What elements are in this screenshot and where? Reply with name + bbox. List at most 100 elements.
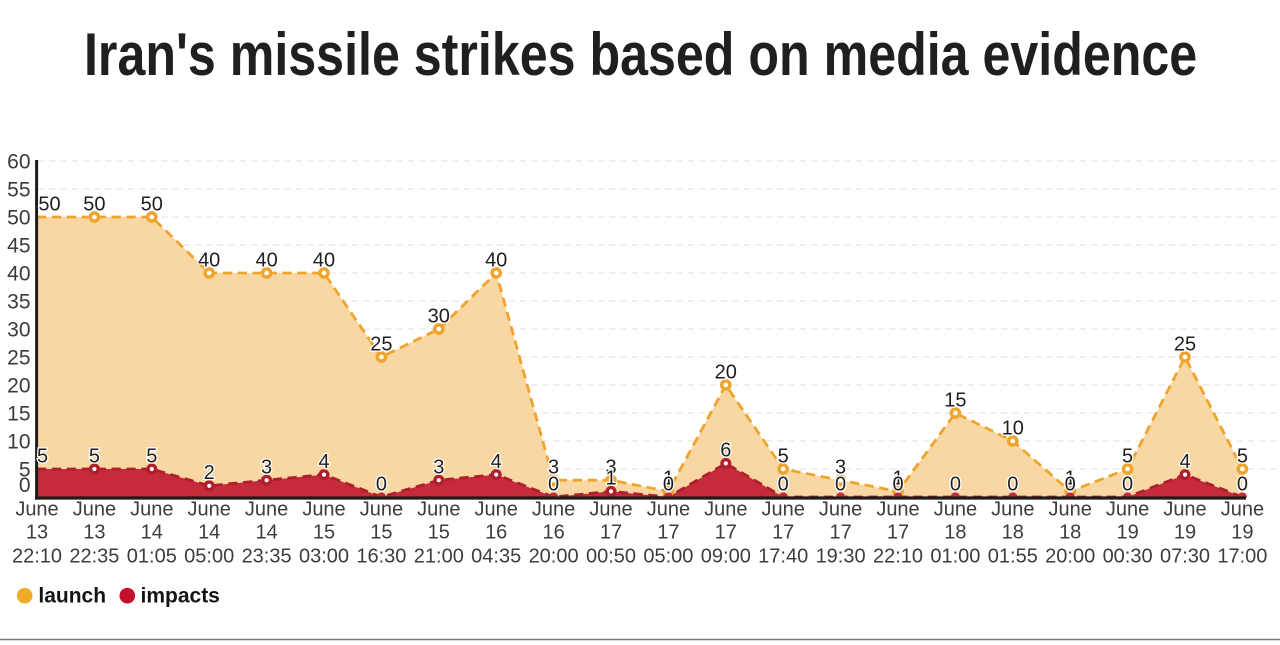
svg-text:June: June: [360, 499, 403, 521]
svg-text:14: 14: [255, 522, 277, 544]
svg-text:1: 1: [663, 468, 674, 490]
svg-text:0: 0: [663, 473, 674, 495]
svg-text:0: 0: [778, 473, 789, 495]
svg-text:25: 25: [370, 333, 392, 355]
svg-text:40: 40: [198, 249, 220, 271]
svg-text:5: 5: [146, 445, 157, 467]
svg-text:2: 2: [204, 462, 215, 484]
svg-text:0: 0: [1122, 473, 1133, 495]
svg-text:05:00: 05:00: [184, 546, 234, 568]
svg-text:50: 50: [83, 193, 105, 215]
svg-text:3: 3: [261, 457, 272, 479]
svg-text:17: 17: [715, 522, 737, 544]
svg-text:June: June: [475, 499, 518, 521]
svg-text:17: 17: [772, 522, 794, 544]
svg-text:0: 0: [950, 473, 961, 495]
svg-text:17: 17: [829, 522, 851, 544]
svg-text:10: 10: [7, 430, 30, 453]
svg-text:5: 5: [19, 458, 31, 481]
svg-text:07:30: 07:30: [1160, 546, 1210, 568]
svg-text:13: 13: [26, 522, 48, 544]
svg-text:13: 13: [83, 522, 105, 544]
svg-text:June: June: [302, 499, 345, 521]
svg-text:25: 25: [7, 346, 30, 369]
svg-text:June: June: [762, 499, 805, 521]
svg-text:00:50: 00:50: [586, 546, 636, 568]
svg-text:19: 19: [1116, 522, 1138, 544]
svg-text:10: 10: [1002, 417, 1024, 439]
svg-text:June: June: [934, 499, 977, 521]
svg-text:June: June: [188, 499, 231, 521]
svg-text:15: 15: [7, 402, 30, 425]
svg-text:00:30: 00:30: [1103, 546, 1153, 568]
svg-text:1: 1: [892, 468, 903, 490]
svg-text:June: June: [704, 499, 747, 521]
svg-text:60: 60: [7, 150, 30, 173]
svg-text:June: June: [1106, 499, 1149, 521]
svg-text:01:05: 01:05: [127, 546, 177, 568]
svg-text:01:55: 01:55: [988, 546, 1038, 568]
svg-text:June: June: [15, 499, 58, 521]
svg-text:June: June: [1163, 499, 1206, 521]
svg-text:16:30: 16:30: [356, 546, 406, 568]
svg-text:17:40: 17:40: [758, 546, 808, 568]
svg-text:4: 4: [491, 451, 502, 473]
svg-text:3: 3: [548, 457, 559, 479]
svg-text:16: 16: [485, 522, 507, 544]
svg-text:18: 18: [1059, 522, 1081, 544]
svg-text:09:00: 09:00: [701, 546, 751, 568]
svg-text:05:00: 05:00: [643, 546, 693, 568]
svg-text:40: 40: [313, 249, 335, 271]
svg-text:35: 35: [7, 290, 30, 313]
svg-text:20:00: 20:00: [1045, 546, 1095, 568]
svg-text:23:35: 23:35: [242, 546, 292, 568]
svg-text:30: 30: [428, 305, 450, 327]
svg-text:launch: launch: [38, 585, 106, 608]
svg-text:0: 0: [376, 473, 387, 495]
svg-text:June: June: [819, 499, 862, 521]
svg-text:0: 0: [892, 473, 903, 495]
svg-text:14: 14: [141, 522, 163, 544]
svg-text:17:00: 17:00: [1217, 546, 1267, 568]
svg-text:20:00: 20:00: [529, 546, 579, 568]
svg-text:20: 20: [7, 374, 30, 397]
svg-text:22:10: 22:10: [873, 546, 923, 568]
svg-text:50: 50: [141, 193, 163, 215]
svg-text:01:00: 01:00: [930, 546, 980, 568]
svg-text:4: 4: [1179, 451, 1190, 473]
svg-text:June: June: [73, 499, 116, 521]
svg-text:22:35: 22:35: [69, 546, 119, 568]
svg-text:5: 5: [1237, 445, 1248, 467]
svg-text:0: 0: [835, 473, 846, 495]
svg-text:45: 45: [7, 234, 30, 257]
svg-text:17: 17: [600, 522, 622, 544]
svg-text:June: June: [647, 499, 690, 521]
svg-text:19: 19: [1231, 522, 1253, 544]
svg-text:15: 15: [313, 522, 335, 544]
svg-text:15: 15: [428, 522, 450, 544]
svg-text:June: June: [1221, 499, 1264, 521]
svg-text:5: 5: [778, 445, 789, 467]
svg-text:June: June: [417, 499, 460, 521]
svg-text:40: 40: [7, 262, 30, 285]
svg-text:17: 17: [887, 522, 909, 544]
svg-text:0: 0: [548, 473, 559, 495]
svg-text:14: 14: [198, 522, 220, 544]
svg-text:0: 0: [1237, 473, 1248, 495]
svg-text:0: 0: [1065, 473, 1076, 495]
svg-text:5: 5: [1122, 445, 1133, 467]
svg-text:June: June: [245, 499, 288, 521]
svg-text:June: June: [532, 499, 575, 521]
svg-text:5: 5: [89, 445, 100, 467]
svg-text:17: 17: [657, 522, 679, 544]
svg-text:0: 0: [19, 474, 31, 497]
svg-text:25: 25: [1174, 333, 1196, 355]
svg-text:June: June: [876, 499, 919, 521]
svg-text:3: 3: [605, 457, 616, 479]
svg-text:20: 20: [715, 361, 737, 383]
svg-text:6: 6: [720, 440, 731, 462]
svg-text:04:35: 04:35: [471, 546, 521, 568]
svg-text:19: 19: [1174, 522, 1196, 544]
svg-text:4: 4: [318, 451, 329, 473]
svg-text:1: 1: [1065, 468, 1076, 490]
